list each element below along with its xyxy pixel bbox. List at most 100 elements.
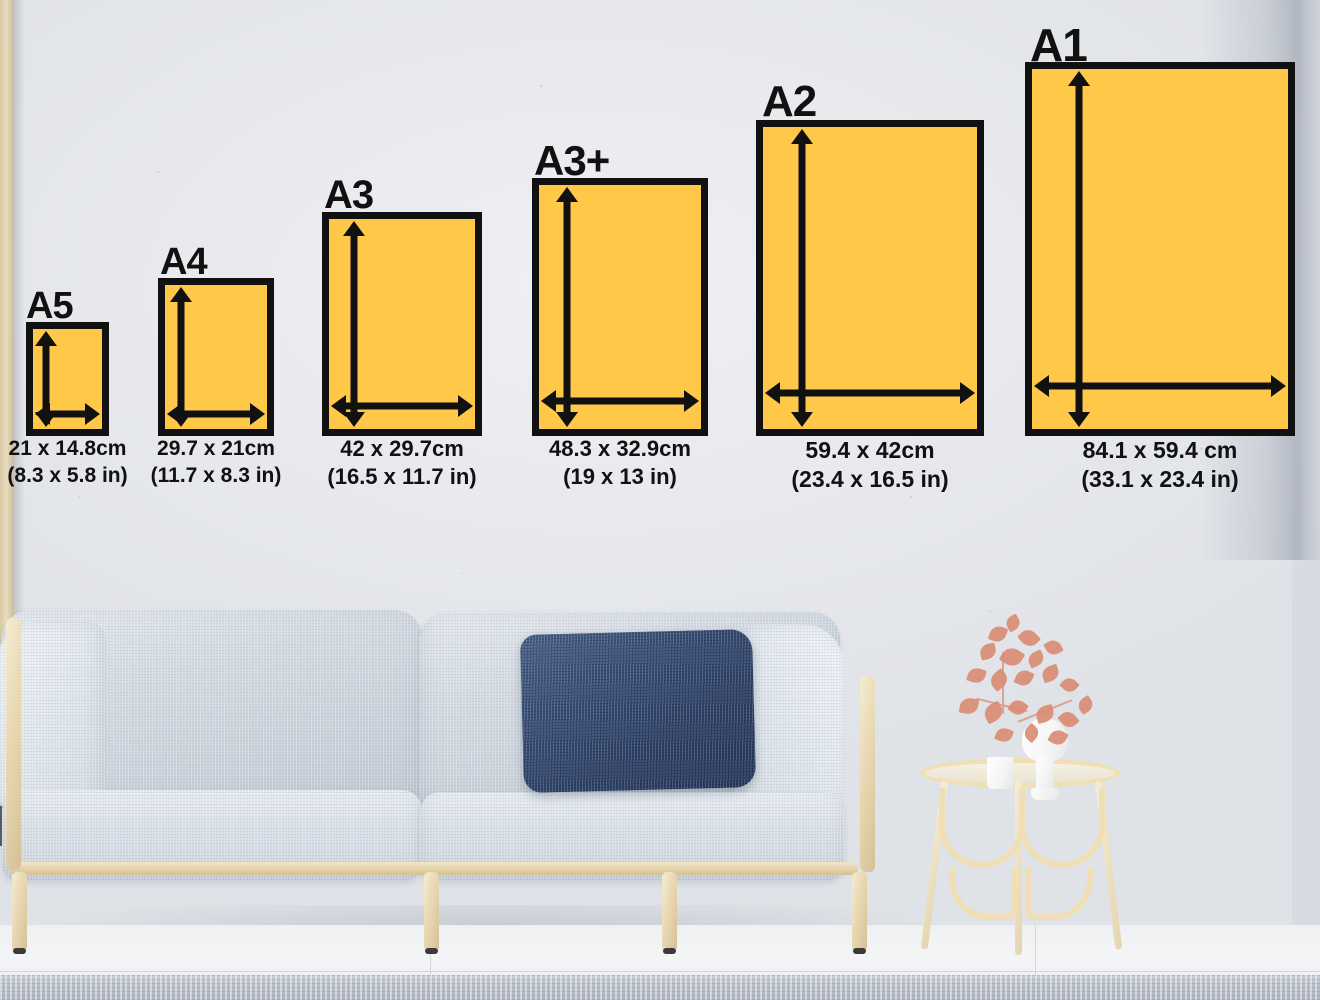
arrow-head-up-icon <box>556 187 578 202</box>
arrow-head-up-icon <box>791 129 813 144</box>
size-rect-a2[interactable] <box>756 120 984 436</box>
arrow-head-right-icon <box>85 403 100 425</box>
arrow-head-left-icon <box>167 403 182 425</box>
side-table-brace <box>1019 788 1105 868</box>
arrow-head-right-icon <box>684 390 699 412</box>
size-dimensions-in-a5: (8.3 x 5.8 in) <box>7 464 128 487</box>
branch-leaf <box>1034 703 1056 725</box>
arrow-head-left-icon <box>331 395 346 417</box>
size-dimensions-cm-a3: 42 x 29.7cm <box>340 436 464 461</box>
arrow-head-down-icon <box>343 412 365 427</box>
side-table-stretcher <box>949 868 1017 920</box>
arrow-head-up-icon <box>1068 71 1090 86</box>
sofa-leg <box>852 872 867 954</box>
branch-leaf <box>1059 674 1080 696</box>
arrow-head-left-icon <box>765 382 780 404</box>
size-dimensions-in-a2: (23.4 x 16.5 in) <box>791 466 949 492</box>
width-arrow-a1 <box>1034 375 1286 397</box>
side-table <box>915 700 1125 955</box>
size-dimensions-cm-a3plus: 48.3 x 32.9cm <box>549 436 691 461</box>
door-frame-shadow <box>14 0 25 806</box>
side-table-leg <box>1015 780 1022 955</box>
sofa-leg <box>12 872 27 954</box>
branch-leaf <box>1043 637 1064 658</box>
height-arrow-a3plus <box>556 187 578 427</box>
size-dimensions-in-a4: (11.7 x 8.3 in) <box>150 464 282 487</box>
branch-leaf <box>1007 696 1029 719</box>
size-dimensions-cm-a2: 59.4 x 42cm <box>805 437 935 463</box>
branch-leaf <box>1025 649 1047 669</box>
arrow-shaft <box>776 389 964 397</box>
size-rect-a1[interactable] <box>1025 62 1295 436</box>
size-name-a4: A4 <box>160 241 208 283</box>
arrow-shaft <box>350 232 358 416</box>
floor-tile-line <box>1035 925 1036 975</box>
arrow-shaft <box>42 342 50 416</box>
size-name-a5: A5 <box>26 285 74 327</box>
sofa-leg <box>424 872 439 954</box>
branch-leaf <box>1021 722 1042 744</box>
size-rect-a3plus[interactable] <box>532 178 708 436</box>
throw-pillow <box>519 628 757 794</box>
arrow-shaft <box>798 140 806 416</box>
arrow-shaft <box>1075 82 1083 416</box>
branch-leaf <box>987 623 1009 645</box>
arrow-shaft <box>563 198 571 416</box>
size-dimensions-in-a1: (33.1 x 23.4 in) <box>1081 466 1239 492</box>
size-dimensions-cm-a1: 84.1 x 59.4 cm <box>1082 437 1238 463</box>
arrow-head-down-icon <box>791 412 813 427</box>
arrow-shaft <box>342 402 462 410</box>
vase-base <box>1031 788 1059 800</box>
arrow-shaft <box>178 410 254 418</box>
rug-weave-texture <box>0 975 1320 1000</box>
width-arrow-a3 <box>331 395 473 417</box>
width-arrow-a3plus <box>541 390 699 412</box>
branch-leaf <box>966 665 987 686</box>
wall-corner-highlight <box>1292 0 1320 1000</box>
arrow-head-down-icon <box>1068 412 1090 427</box>
floor-rug <box>0 975 1320 1000</box>
sofa-frame-post-right <box>860 676 875 872</box>
arrow-shaft <box>177 298 185 416</box>
size-dimensions-in-a3: (16.5 x 11.7 in) <box>327 464 477 489</box>
width-arrow-a2 <box>765 382 975 404</box>
ceramic-cup <box>987 757 1014 789</box>
size-name-a2: A2 <box>762 77 817 126</box>
floor-tile-line <box>0 971 1320 972</box>
arrow-head-up-icon <box>343 221 365 236</box>
branch-leaf <box>1075 694 1096 716</box>
sofa-frame-post-left <box>6 618 21 870</box>
vase-neck <box>1036 756 1054 798</box>
branch-leaf <box>986 668 1012 692</box>
dried-branch <box>950 600 1110 750</box>
arrow-shaft <box>552 397 688 405</box>
arrow-head-left-icon <box>35 403 50 425</box>
arrow-head-up-icon <box>170 287 192 302</box>
arrow-shaft <box>46 410 89 418</box>
door-frame <box>0 0 14 806</box>
size-dimensions-cm-a5: 21 x 14.8cm <box>8 437 127 460</box>
arrow-head-up-icon <box>35 331 57 346</box>
width-arrow-a4 <box>167 403 265 425</box>
arrow-head-right-icon <box>1271 375 1286 397</box>
poster-size-comparison-diagram: A5 21 x 14.8cm (8.3 x 5.8 in) A4 <box>7 22 1295 492</box>
side-table-brace <box>939 788 1025 868</box>
size-name-a3: A3 <box>324 173 374 217</box>
arrow-shaft <box>1045 382 1275 390</box>
branch-leaf <box>1047 727 1069 748</box>
arrow-head-down-icon <box>556 412 578 427</box>
sofa-leg <box>662 872 677 954</box>
branch-leaf <box>993 725 1015 745</box>
branch-leaf <box>958 696 980 716</box>
branch-leaf <box>1040 663 1061 684</box>
arrow-head-left-icon <box>541 390 556 412</box>
size-rect-a3[interactable] <box>322 212 482 436</box>
pillow-texture <box>519 628 757 794</box>
sofa <box>0 600 888 955</box>
size-dimensions-cm-a4: 29.7 x 21cm <box>157 437 275 460</box>
branch-leaf <box>1057 708 1080 731</box>
arrow-head-right-icon <box>458 395 473 417</box>
size-dimensions-in-a3plus: (19 x 13 in) <box>563 464 677 489</box>
branch-leaf <box>1013 667 1035 689</box>
